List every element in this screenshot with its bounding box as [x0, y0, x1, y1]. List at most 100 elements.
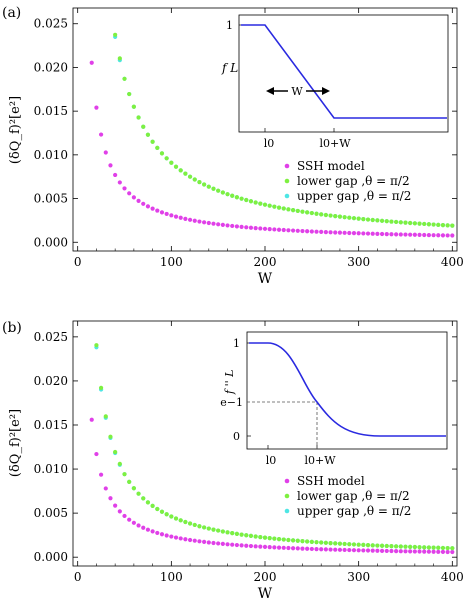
data-point-ssh-b: [347, 547, 352, 553]
legend-label-ssh-a: SSH model: [297, 159, 365, 173]
data-point-gap-a: [408, 220, 413, 226]
data-point-gap-b: [394, 544, 399, 549]
data-point-gap-b: [323, 540, 328, 545]
data-point-gap-b: [94, 343, 99, 348]
data-point-gap-b: [351, 542, 357, 547]
data-point-ssh-a: [323, 229, 328, 235]
data-point-gap-a: [230, 193, 235, 198]
data-point-ssh-a: [398, 232, 403, 237]
data-point-ssh-b: [431, 549, 436, 554]
data-point-gap-a: [220, 190, 225, 195]
x-tick-label-b: 300: [347, 570, 370, 584]
data-point-gap-a: [192, 177, 197, 182]
data-point-ssh-a: [272, 227, 277, 232]
data-point-gap-b: [342, 541, 347, 547]
data-point-gap-b: [220, 529, 225, 534]
data-point-gap-b: [309, 539, 314, 544]
data-point-gap-a: [295, 208, 300, 214]
inset-curve-b: [249, 342, 446, 437]
inset-a: 1 f L l0 l0+W W: [221, 14, 449, 150]
data-point-ssh-b: [450, 549, 455, 555]
data-point-ssh-a: [319, 229, 324, 235]
data-point-ssh-a: [267, 227, 272, 232]
data-point-ssh-a: [347, 230, 352, 236]
inset-frame-a: [238, 14, 449, 133]
data-point-ssh-a: [300, 228, 305, 234]
data-point-ssh-a: [253, 225, 258, 231]
data-point-ssh-a: [333, 230, 338, 235]
data-point-gap-b: [422, 545, 427, 550]
data-point-ssh-b: [98, 472, 104, 477]
data-point-gap-b: [267, 536, 272, 541]
data-point-gap-b: [211, 527, 216, 532]
legend-label-upper-b: upper gap ,θ = π/2: [297, 504, 411, 518]
data-point-ssh-a: [108, 163, 113, 168]
data-point-ssh-a: [187, 217, 193, 222]
data-point-gap-a: [187, 174, 193, 179]
data-point-ssh-b: [136, 523, 141, 528]
data-point-ssh-a: [417, 232, 422, 237]
data-point-gap-b: [356, 542, 361, 547]
data-point-gap-b: [262, 535, 268, 540]
data-point-ssh-a: [98, 132, 104, 137]
data-point-gap-b: [290, 538, 296, 543]
data-point-ssh-a: [211, 221, 216, 226]
x-axis-a: 0 100 200 300 400: [74, 8, 463, 269]
inset-ytick-einv-b: e−1: [220, 396, 243, 409]
x-axis-label-b: W: [258, 586, 273, 602]
x-tick-label-b: 0: [74, 570, 82, 584]
data-point-ssh-a: [183, 216, 188, 221]
inset-ylabel-b: f '' L: [223, 370, 236, 395]
data-point-gap-b: [122, 472, 127, 477]
data-point-gap-a: [394, 219, 399, 225]
data-point-gap-a: [127, 91, 132, 97]
data-point-ssh-a: [173, 214, 179, 219]
data-point-gap-b: [248, 533, 254, 539]
data-point-gap-b: [431, 545, 436, 550]
data-point-gap-a: [150, 139, 155, 144]
data-point-gap-b: [426, 545, 432, 550]
data-point-ssh-b: [178, 536, 183, 541]
data-point-gap-b: [295, 538, 300, 543]
data-point-ssh-a: [375, 231, 380, 236]
data-point-ssh-b: [230, 542, 235, 547]
data-point-ssh-a: [155, 208, 160, 213]
data-point-ssh-b: [89, 417, 94, 422]
panel-label-a: (a): [2, 5, 21, 21]
data-point-ssh-a: [131, 195, 136, 200]
inset-ytick-1-b: 1: [233, 337, 240, 350]
panel-label-b: (b): [2, 320, 22, 336]
data-point-gap-a: [450, 223, 455, 228]
y-tick-label-a: 0.005: [34, 192, 68, 206]
data-point-ssh-a: [169, 213, 174, 218]
data-point-ssh-b: [117, 509, 122, 514]
data-point-ssh-a: [230, 223, 235, 229]
data-point-gap-b: [136, 491, 141, 496]
data-point-gap-a: [375, 218, 380, 223]
y-tick-label-a: 0.000: [34, 235, 68, 249]
data-point-gap-b: [305, 539, 310, 544]
data-point-gap-b: [155, 506, 160, 512]
data-point-gap-a: [155, 145, 160, 151]
data-point-gap-a: [276, 205, 282, 210]
data-point-ssh-b: [440, 549, 446, 554]
data-point-ssh-a: [286, 228, 291, 233]
data-point-gap-a: [290, 208, 296, 213]
data-point-ssh-b: [94, 451, 99, 457]
data-point-gap-a: [159, 151, 165, 156]
data-point-gap-b: [234, 531, 240, 536]
data-point-gap-b: [150, 503, 155, 508]
data-point-ssh-b: [159, 532, 165, 537]
data-point-gap-a: [440, 223, 446, 228]
data-point-ssh-b: [281, 545, 286, 550]
data-point-ssh-b: [333, 547, 338, 552]
data-point-gap-b: [417, 545, 422, 550]
data-point-gap-b: [300, 539, 305, 544]
data-point-ssh-a: [178, 215, 183, 220]
data-point-gap-a: [141, 124, 146, 129]
data-point-gap-b: [113, 449, 118, 455]
data-point-gap-b: [103, 414, 108, 419]
data-point-gap-a: [183, 171, 188, 176]
inset-xtick-l0-a: l0: [264, 137, 275, 150]
data-point-gap-a: [422, 221, 427, 227]
